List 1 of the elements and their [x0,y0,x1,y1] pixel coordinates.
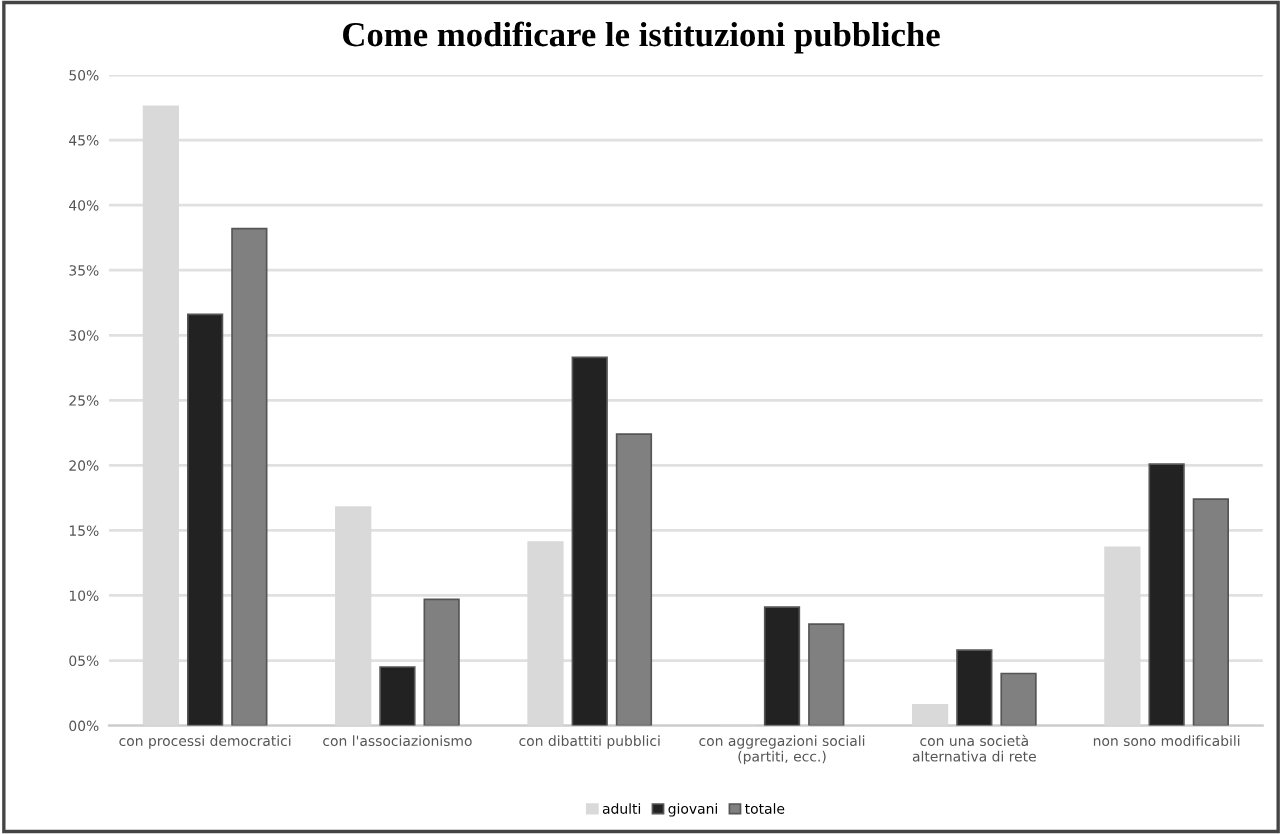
chart-title: Come modificare le istituzioni pubbliche [343,21,940,54]
